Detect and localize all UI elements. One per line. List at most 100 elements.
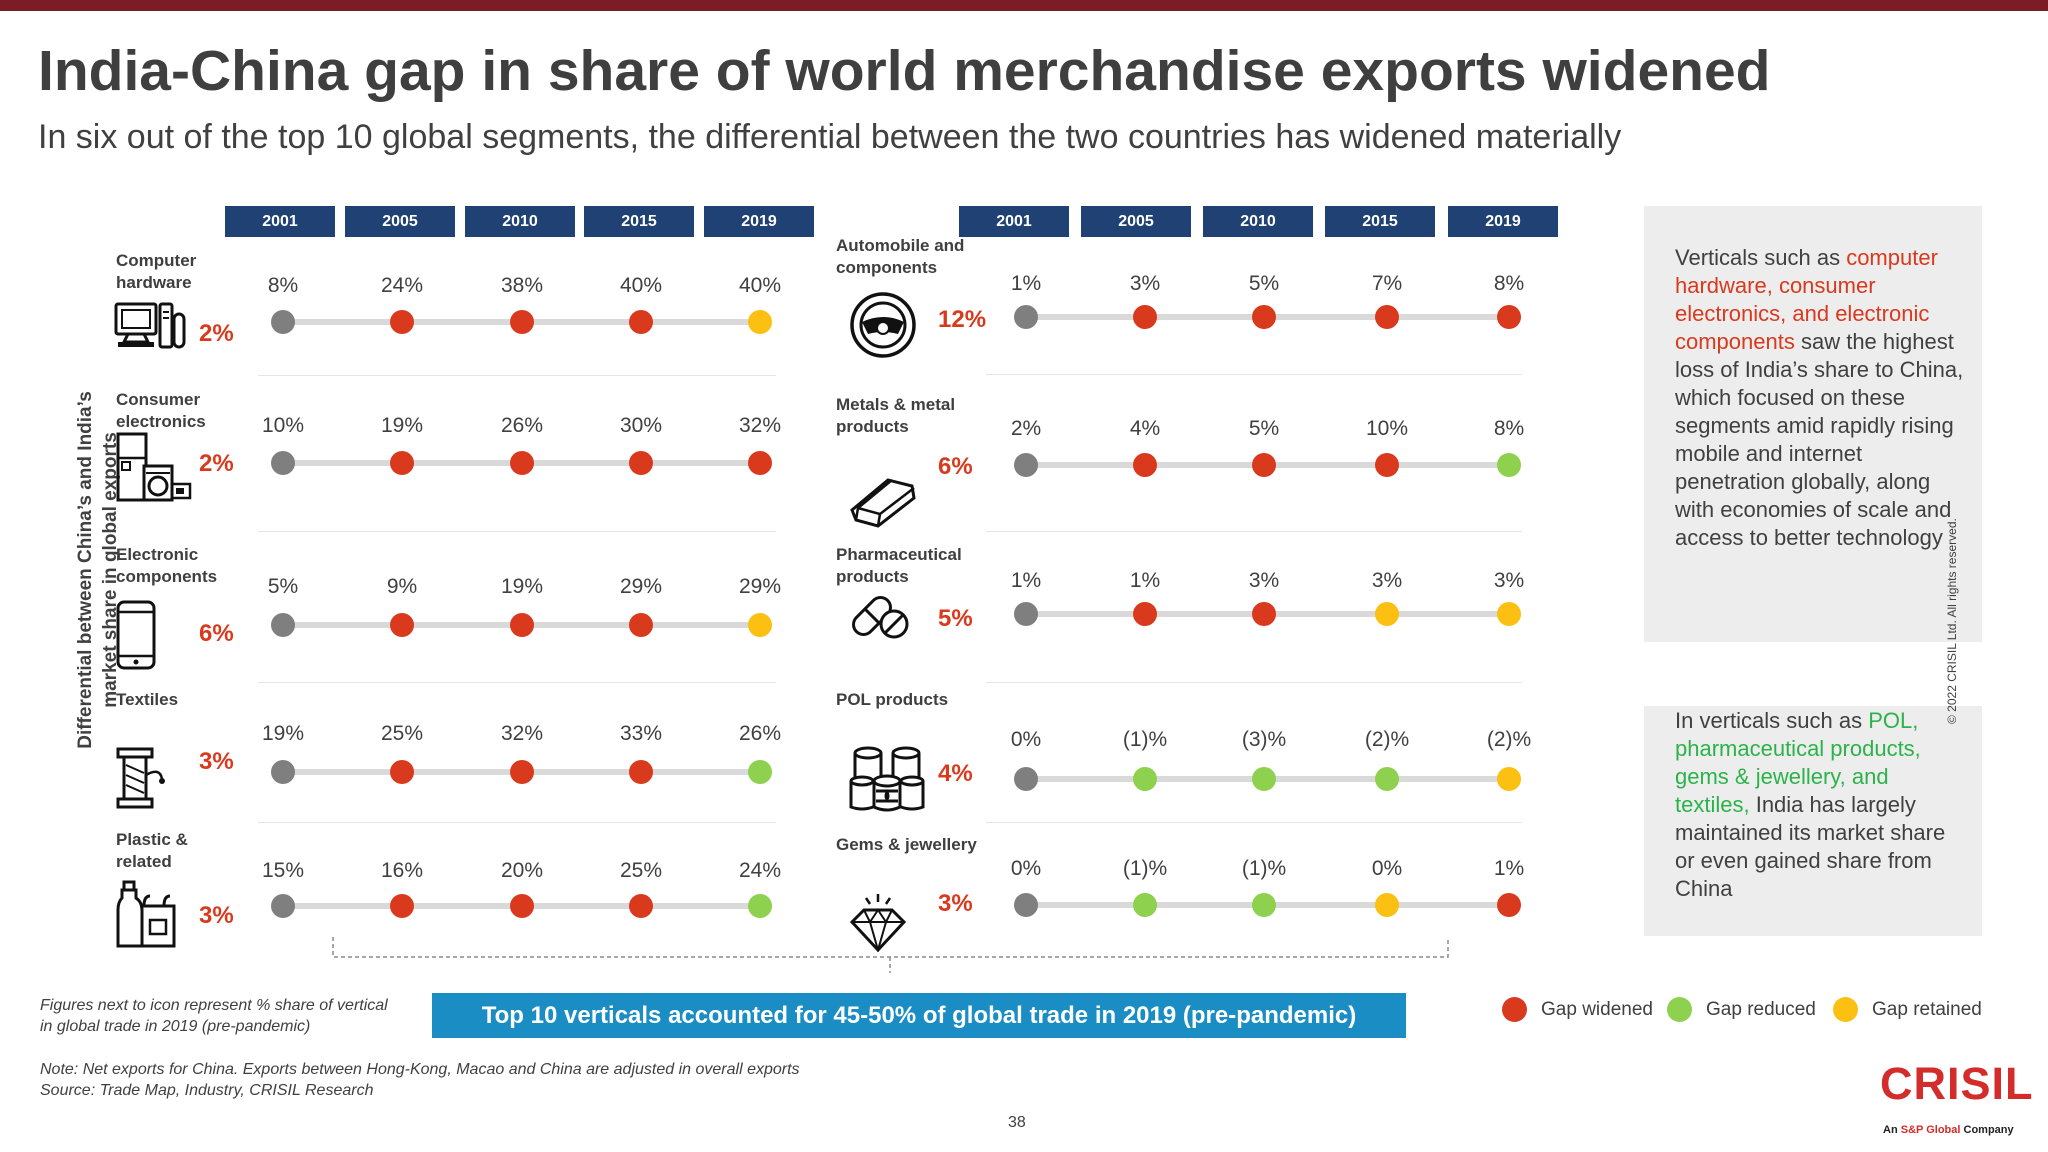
gap-value: 5%	[1248, 272, 1280, 295]
page-subtitle: In six out of the top 10 global segments…	[38, 118, 1622, 156]
gap-value: 40%	[738, 274, 782, 297]
category-label: POL products	[836, 690, 949, 709]
gap-dot-reduced	[1133, 893, 1157, 917]
gap-dot-retained	[1375, 602, 1399, 626]
year-header-2019-r: 2019	[1448, 206, 1558, 237]
row-separator	[986, 374, 1522, 375]
gap-dot-widened	[510, 894, 534, 918]
year-header-2001-r: 2001	[959, 206, 1069, 237]
gap-dot-retained	[1375, 893, 1399, 917]
gap-dot-base	[271, 310, 295, 334]
gap-dot-widened	[510, 613, 534, 637]
gap-value: (2)%	[1364, 728, 1410, 751]
gap-dot-base	[1014, 893, 1038, 917]
steering-wheel-icon	[848, 290, 918, 365]
gap-dot-widened	[1497, 305, 1521, 329]
gap-value: 1%	[1010, 569, 1042, 592]
legend-dot-reduced	[1667, 997, 1692, 1022]
gap-value: 10%	[1365, 417, 1409, 440]
gap-value: 29%	[619, 575, 663, 598]
global-trade-share: 3%	[199, 748, 234, 775]
gap-dot-widened	[390, 894, 414, 918]
gap-value: 7%	[1371, 272, 1403, 295]
gap-value: 20%	[500, 859, 544, 882]
insight-highlight-green: POL, pharmaceutical products, gems & jew…	[1675, 708, 1921, 817]
gap-dot-widened	[629, 310, 653, 334]
row-separator	[258, 375, 776, 376]
year-header-2010-l: 2010	[465, 206, 575, 237]
gap-dot-reduced	[1375, 767, 1399, 791]
legend-label-widened: Gap widened	[1541, 999, 1653, 1020]
insight-text-widened: Verticals such as computer hardware, con…	[1675, 244, 1965, 552]
category-label: Plastic & related	[116, 830, 188, 871]
gap-dot-widened	[629, 760, 653, 784]
gap-value: 32%	[500, 722, 544, 745]
gap-value: (3)%	[1241, 728, 1287, 751]
gap-value: 1%	[1129, 569, 1161, 592]
gap-value: 3%	[1493, 569, 1525, 592]
year-header-2005-r: 2005	[1081, 206, 1191, 237]
global-trade-share: 6%	[938, 453, 973, 480]
bracket-line	[332, 937, 1449, 973]
gap-dot-base	[1014, 305, 1038, 329]
gap-value: 1%	[1010, 272, 1042, 295]
gap-dot-widened	[1497, 893, 1521, 917]
category-label: Electronic components	[116, 545, 218, 586]
year-header-2005-l: 2005	[345, 206, 455, 237]
gap-value: 3%	[1129, 272, 1161, 295]
category-label: Automobile and components	[836, 236, 965, 277]
global-trade-share: 3%	[938, 890, 973, 917]
row-separator	[986, 822, 1522, 823]
gap-value: 32%	[738, 414, 782, 437]
gap-value: 24%	[380, 274, 424, 297]
global-trade-share: 2%	[199, 450, 234, 477]
legend-label-retained: Gap retained	[1872, 999, 1982, 1020]
gap-dot-base	[1014, 767, 1038, 791]
gap-value: 29%	[738, 575, 782, 598]
insight-text-maintained: In verticals such as POL, pharmaceutical…	[1675, 707, 1965, 903]
metal-bar-icon	[848, 470, 918, 533]
gap-value: 5%	[1248, 417, 1280, 440]
insight-box-maintained	[1644, 706, 1982, 936]
gap-dot-widened	[1252, 453, 1276, 477]
gap-value: 24%	[738, 859, 782, 882]
gap-value: 25%	[619, 859, 663, 882]
gap-value: 15%	[261, 859, 305, 882]
gap-value: 1%	[1493, 857, 1525, 880]
gap-dot-widened	[390, 760, 414, 784]
gap-dot-reduced	[748, 760, 772, 784]
category-label: Pharmaceutical products	[836, 545, 962, 586]
gap-value: 26%	[738, 722, 782, 745]
insight-text-suffix: saw the highest loss of India’s share to…	[1675, 329, 1964, 550]
oil-barrels-icon	[848, 745, 926, 818]
gap-dot-retained	[748, 310, 772, 334]
year-header-2015-l: 2015	[584, 206, 694, 237]
summary-banner: Top 10 verticals accounted for 45-50% of…	[432, 993, 1406, 1038]
gap-dot-base	[1014, 453, 1038, 477]
gap-dot-base	[271, 760, 295, 784]
gap-dot-widened	[1375, 305, 1399, 329]
row-separator	[986, 531, 1522, 532]
copyright-text: © 2022 CRISIL Ltd. All rights reserved.	[1945, 518, 1959, 724]
gap-value: 19%	[380, 414, 424, 437]
gap-value: 33%	[619, 722, 663, 745]
gap-dot-widened	[1252, 602, 1276, 626]
gap-dot-base	[271, 451, 295, 475]
gap-dot-reduced	[1252, 893, 1276, 917]
gap-dot-retained	[748, 613, 772, 637]
gap-value: (1)%	[1122, 728, 1168, 751]
note-text: Note: Net exports for China. Exports bet…	[40, 1061, 800, 1078]
gap-dot-widened	[629, 894, 653, 918]
insight2-text-prefix: In verticals such as	[1675, 708, 1869, 733]
gap-value: 30%	[619, 414, 663, 437]
legend-dot-widened	[1502, 997, 1527, 1022]
gap-dot-widened	[1375, 453, 1399, 477]
logo-tagline-highlight: S&P Global	[1900, 1124, 1961, 1136]
gap-dot-reduced	[1252, 767, 1276, 791]
gap-dot-base	[1014, 602, 1038, 626]
logo-tagline-suffix: Company	[1960, 1124, 2014, 1136]
insight2-text-suffix: India has largely maintained its market …	[1675, 792, 1946, 901]
gap-value: (1)%	[1241, 857, 1287, 880]
gap-value: 19%	[261, 722, 305, 745]
gap-value: 4%	[1129, 417, 1161, 440]
